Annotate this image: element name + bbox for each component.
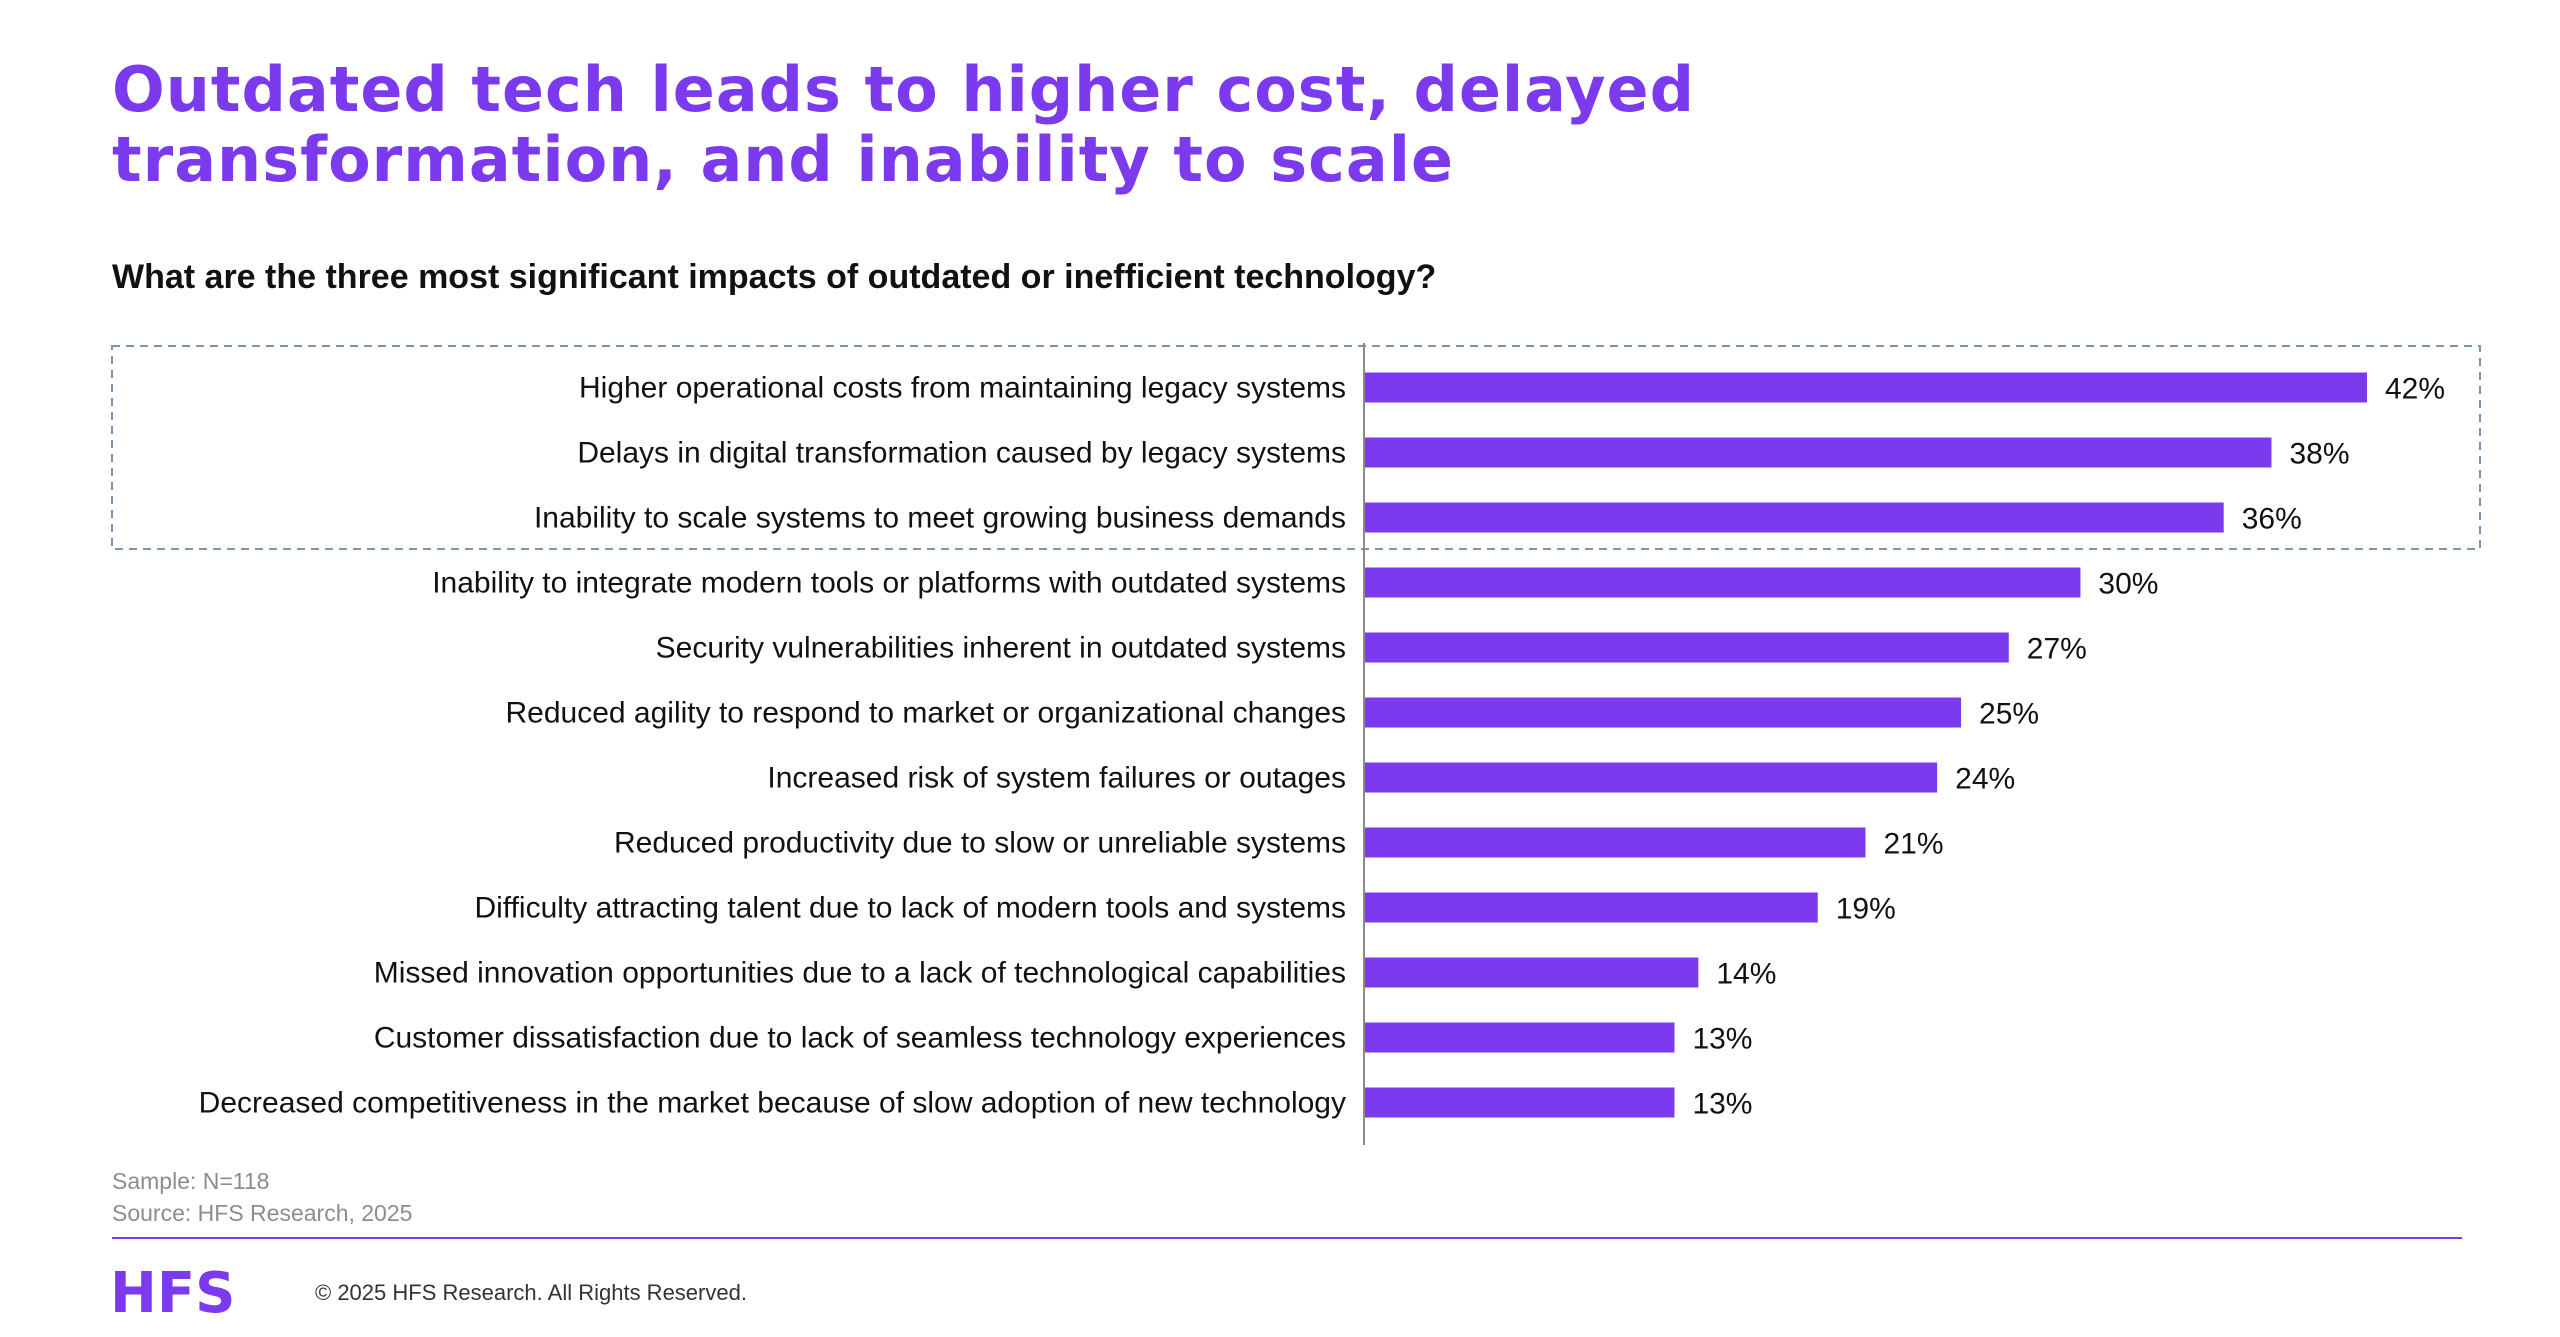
- value-label: 42%: [2385, 373, 2445, 406]
- value-label: 21%: [1884, 828, 1944, 861]
- category-label: Customer dissatisfaction due to lack of …: [374, 1022, 1346, 1055]
- copyright-notice: © 2025 HFS Research. All Rights Reserved…: [315, 1280, 747, 1305]
- value-label: 13%: [1692, 1023, 1752, 1056]
- bar: [1364, 632, 2009, 663]
- value-label: 24%: [1955, 763, 2015, 796]
- value-label: 30%: [2098, 568, 2158, 601]
- category-label: Reduced agility to respond to market or …: [506, 697, 1347, 730]
- chart-question: What are the three most significant impa…: [112, 258, 1437, 296]
- bar: [1364, 762, 1938, 793]
- bar: [1364, 892, 1818, 923]
- category-label: Reduced productivity due to slow or unre…: [614, 827, 1346, 860]
- value-label: 38%: [2289, 438, 2349, 471]
- category-label: Delays in digital transformation caused …: [577, 437, 1346, 470]
- category-label: Inability to scale systems to meet growi…: [534, 502, 1346, 535]
- value-label: 19%: [1836, 893, 1896, 926]
- category-label: Missed innovation opportunities due to a…: [374, 957, 1346, 990]
- bar: [1364, 437, 2272, 468]
- category-label: Inability to integrate modern tools or p…: [432, 567, 1346, 600]
- value-label: 14%: [1716, 958, 1776, 991]
- bar: [1364, 372, 2367, 403]
- category-label: Increased risk of system failures or out…: [767, 762, 1346, 795]
- bar: [1364, 567, 2081, 598]
- hfs-logo: HFS: [110, 1262, 235, 1322]
- bar: [1364, 697, 1962, 728]
- bar: [1364, 827, 1866, 858]
- sample-note: Sample: N=118: [112, 1168, 270, 1194]
- bar: [1364, 502, 2224, 533]
- bar-chart: Higher operational costs from maintainin…: [111, 343, 2481, 1145]
- source-note: Source: HFS Research, 2025: [112, 1200, 413, 1226]
- svg-text:HFS: HFS: [110, 1262, 235, 1322]
- value-label: 13%: [1692, 1088, 1752, 1121]
- title-line-2: transformation, and inability to scale: [112, 123, 1454, 196]
- highlight-box: [111, 345, 2481, 550]
- footer-divider: [112, 1237, 2462, 1239]
- value-label: 27%: [2027, 633, 2087, 666]
- bar: [1364, 1022, 1675, 1053]
- value-label: 36%: [2242, 503, 2302, 536]
- page-title: Outdated tech leads to higher cost, dela…: [112, 55, 2012, 195]
- category-label: Security vulnerabilities inherent in out…: [656, 632, 1346, 665]
- value-label: 25%: [1979, 698, 2039, 731]
- title-line-1: Outdated tech leads to higher cost, dela…: [112, 53, 1695, 126]
- category-label: Decreased competitiveness in the market …: [199, 1087, 1346, 1120]
- category-label: Difficulty attracting talent due to lack…: [474, 892, 1346, 925]
- bar: [1364, 1087, 1675, 1118]
- bar: [1364, 957, 1699, 988]
- category-label: Higher operational costs from maintainin…: [579, 372, 1346, 405]
